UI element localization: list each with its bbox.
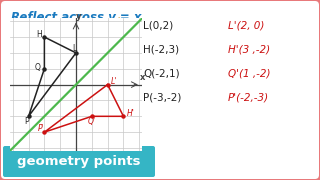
- Text: geometry points: geometry points: [17, 155, 141, 168]
- Text: L'(2, 0): L'(2, 0): [228, 20, 264, 30]
- Text: Q'(1 ,-2): Q'(1 ,-2): [228, 69, 270, 79]
- Text: P': P': [38, 124, 44, 133]
- Text: Q': Q': [88, 117, 96, 126]
- Text: L': L': [111, 77, 117, 86]
- Text: P'(-2,-3): P'(-2,-3): [228, 93, 269, 103]
- Text: H(-2,3): H(-2,3): [143, 45, 179, 55]
- Text: H: H: [36, 30, 42, 39]
- Text: P: P: [25, 117, 29, 126]
- Text: Q(-2,1): Q(-2,1): [143, 69, 180, 79]
- Text: H': H': [127, 109, 134, 118]
- Text: L: L: [72, 44, 76, 53]
- Text: H'(3 ,-2): H'(3 ,-2): [228, 45, 270, 55]
- Text: Q: Q: [34, 64, 40, 73]
- FancyBboxPatch shape: [3, 146, 155, 177]
- Text: Reflect across y = x: Reflect across y = x: [11, 11, 141, 24]
- Text: L(0,2): L(0,2): [143, 20, 173, 30]
- Text: x: x: [140, 73, 145, 82]
- Text: y: y: [76, 12, 81, 21]
- Text: P(-3,-2): P(-3,-2): [143, 93, 181, 103]
